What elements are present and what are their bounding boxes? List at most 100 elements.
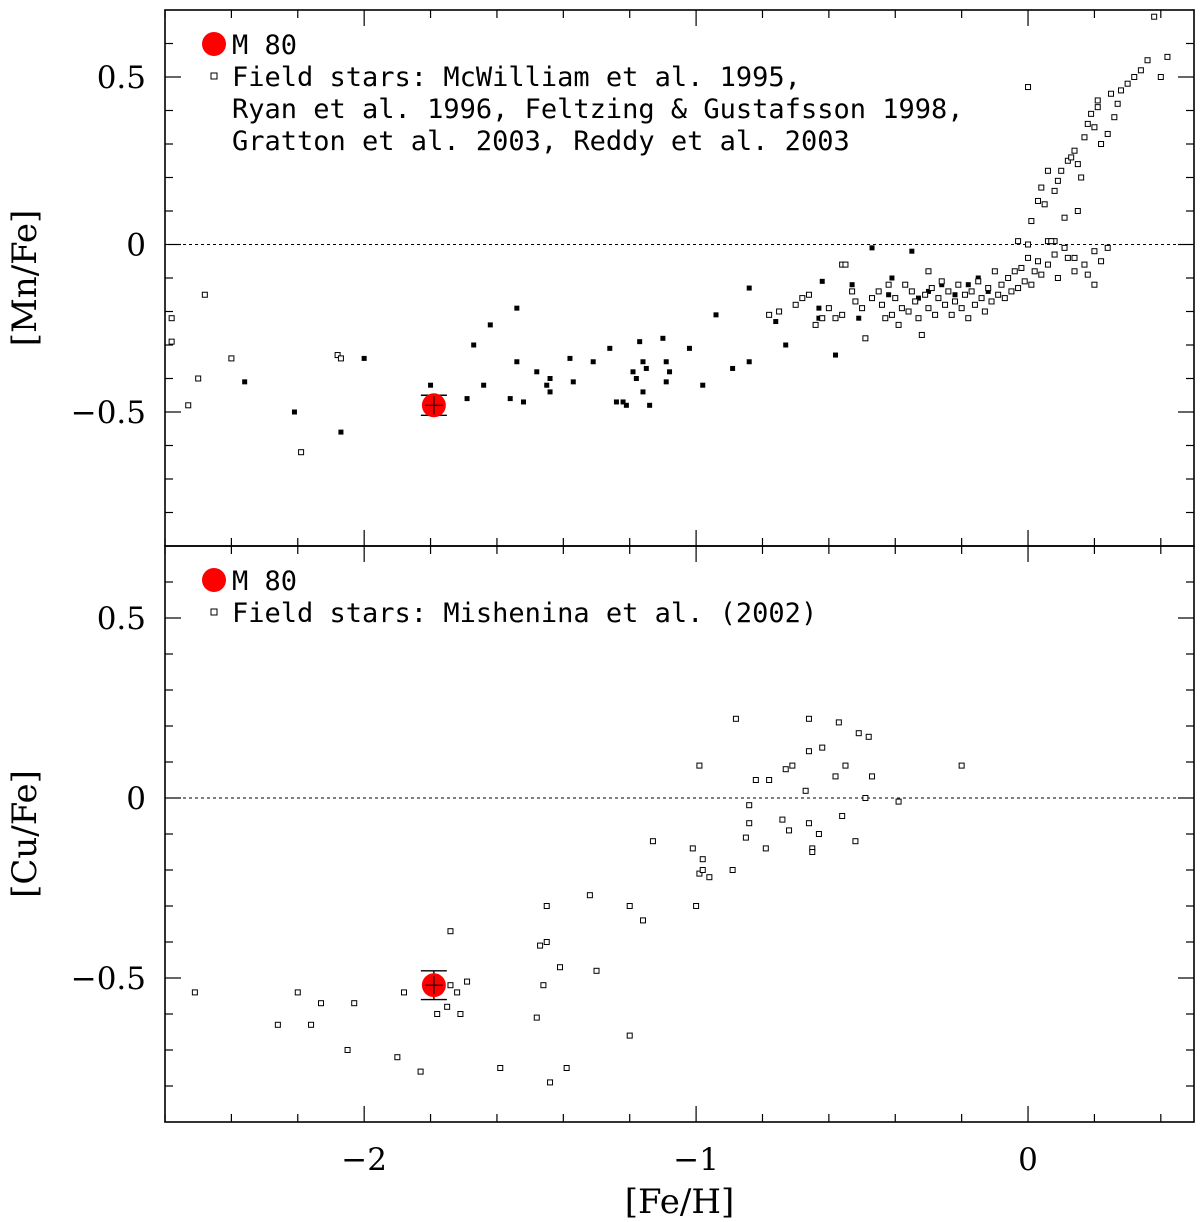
data-point	[613, 399, 619, 405]
data-point	[1151, 13, 1158, 20]
data-point	[842, 261, 849, 268]
data-point	[799, 295, 806, 302]
data-point	[1064, 254, 1071, 261]
data-point	[895, 321, 902, 328]
data-point	[334, 352, 341, 359]
data-point	[805, 291, 812, 298]
data-point	[782, 766, 789, 773]
y-tick-label: 0	[126, 228, 146, 264]
data-point	[816, 315, 822, 321]
data-point	[746, 285, 752, 291]
data-point	[633, 376, 639, 381]
data-point	[626, 903, 633, 909]
data-point	[895, 798, 902, 805]
data-point	[1084, 120, 1091, 127]
data-point	[337, 355, 344, 362]
data-point	[1041, 201, 1048, 208]
data-point	[865, 733, 872, 740]
data-point	[1071, 254, 1078, 261]
data-point	[294, 989, 301, 996]
data-point	[971, 301, 978, 308]
data-point	[945, 288, 952, 295]
data-point	[543, 939, 550, 945]
data-point	[905, 308, 912, 315]
data-point	[487, 322, 493, 328]
data-point	[1044, 261, 1051, 268]
data-point	[952, 292, 958, 298]
data-point	[1051, 187, 1058, 194]
data-point	[825, 305, 832, 312]
data-point	[649, 838, 656, 845]
data-point	[1078, 174, 1085, 181]
data-point	[839, 311, 846, 318]
data-point	[885, 281, 892, 288]
data-point	[547, 1079, 554, 1086]
data-point	[783, 342, 789, 348]
data-point	[968, 288, 975, 295]
x-tick-label: −2	[341, 1142, 387, 1178]
data-point	[1117, 87, 1124, 94]
data-point	[428, 382, 434, 388]
data-point	[978, 295, 985, 302]
data-point	[361, 355, 367, 361]
data-point	[639, 917, 646, 924]
data-point	[1084, 271, 1091, 278]
data-point	[1011, 268, 1018, 275]
y-tick-label: 0	[126, 781, 146, 817]
data-point	[819, 315, 826, 322]
data-point	[1157, 74, 1164, 80]
data-point	[274, 1021, 281, 1028]
data-point	[1111, 114, 1118, 121]
data-point	[1091, 281, 1098, 288]
data-point	[191, 989, 198, 996]
data-point	[570, 379, 576, 385]
data-point	[856, 315, 862, 321]
data-point	[1124, 80, 1131, 87]
data-point	[514, 305, 520, 311]
data-point	[995, 291, 1002, 298]
data-point	[961, 291, 968, 298]
data-point	[1054, 177, 1061, 184]
data-point	[878, 301, 885, 308]
data-point	[620, 399, 626, 405]
data-point	[228, 355, 235, 362]
data-point	[1131, 74, 1138, 80]
data-point	[394, 1054, 401, 1061]
data-point	[1034, 197, 1041, 204]
data-point	[1061, 244, 1068, 251]
data-point	[344, 1047, 351, 1053]
data-point	[918, 331, 925, 338]
data-point	[938, 278, 945, 285]
data-point	[298, 449, 305, 456]
data-point	[1137, 67, 1144, 74]
data-point	[869, 773, 876, 780]
data-point	[242, 379, 248, 385]
data-point	[434, 1011, 441, 1017]
data-point	[730, 365, 736, 371]
data-point	[1048, 238, 1055, 245]
data-point	[766, 311, 773, 318]
data-point	[762, 845, 769, 852]
data-point	[1081, 134, 1088, 141]
data-point	[1104, 130, 1111, 137]
data-point	[647, 402, 653, 408]
data-point	[464, 978, 471, 985]
data-point	[729, 867, 736, 873]
data-point	[732, 715, 739, 722]
series-red-dot	[420, 970, 447, 1001]
data-point	[667, 369, 673, 375]
y-axis-label: [Mn/Fe]	[5, 210, 45, 347]
data-point	[812, 321, 819, 328]
legend-marker-red-dot	[202, 32, 226, 56]
data-point	[351, 1000, 358, 1007]
data-point	[1098, 141, 1105, 147]
data-point	[308, 1021, 315, 1028]
data-point	[869, 245, 875, 251]
data-point	[875, 288, 882, 295]
legend-label: Ryan et al. 1996, Feltzing & Gustafsson …	[232, 94, 964, 125]
data-point	[713, 312, 719, 318]
data-point	[1044, 167, 1051, 174]
data-point	[185, 402, 192, 409]
